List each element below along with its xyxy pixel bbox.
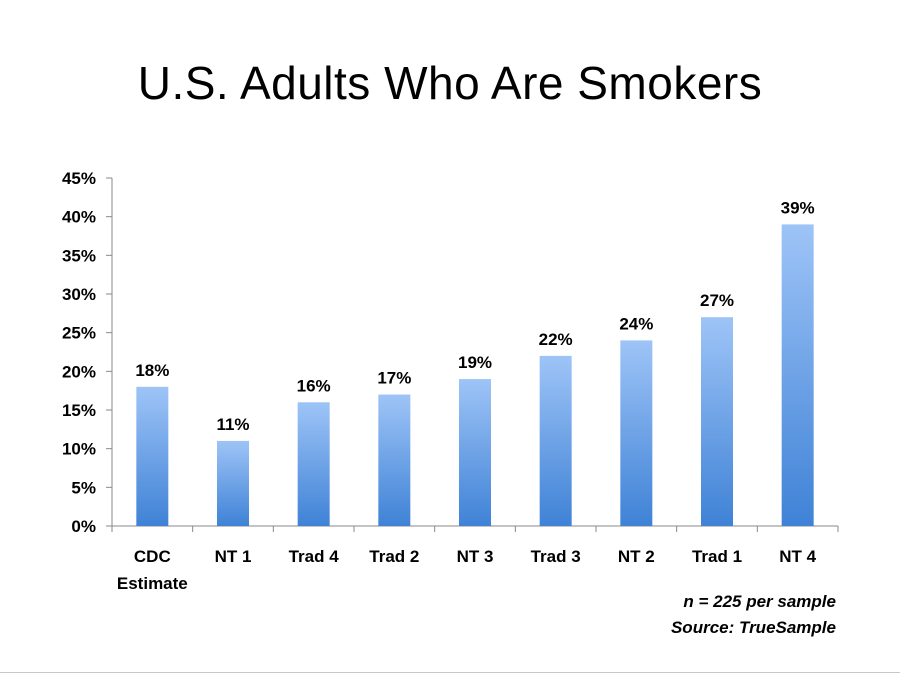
- y-axis: 0% 5% 10% 15% 20% 25% 30% 35% 40% 45%: [62, 169, 113, 536]
- x-category-label: Trad 1: [692, 547, 742, 566]
- x-category-label: NT 4: [779, 547, 816, 566]
- y-tick-label: 0%: [71, 517, 96, 536]
- y-tick-label: 15%: [62, 401, 96, 420]
- bars: [136, 224, 814, 526]
- y-tick-label: 40%: [62, 208, 96, 227]
- bar: [539, 355, 572, 526]
- x-axis: CDC Estimate NT 1 Trad 4 Trad 2 NT 3 Trad 3 NT …: [111, 525, 839, 593]
- bottom-rule: [0, 672, 900, 673]
- x-category-label: Trad 3: [531, 547, 581, 566]
- y-tick-label: 10%: [62, 440, 96, 459]
- bar-data-label: 39%: [781, 198, 815, 217]
- bar-data-label: 18%: [135, 361, 169, 380]
- x-category-label: NT 2: [618, 547, 655, 566]
- source-note: Source: TrueSample: [670, 618, 836, 637]
- x-category-label: Trad 4: [289, 547, 340, 566]
- x-category-label: Estimate: [117, 574, 188, 593]
- bar-data-label: 11%: [216, 415, 249, 434]
- bar: [781, 224, 814, 526]
- sample-size-note: n = 225 per sample: [683, 592, 836, 611]
- chart-title: U.S. Adults Who Are Smokers: [137, 57, 763, 109]
- bar: [701, 317, 733, 526]
- bar: [297, 402, 330, 526]
- y-tick-label: 45%: [62, 169, 96, 188]
- x-category-label: CDC: [134, 547, 171, 566]
- x-category-label: NT 3: [457, 547, 494, 566]
- y-tick-label: 25%: [62, 324, 96, 343]
- bar-data-label: 27%: [700, 291, 734, 310]
- bar-data-label: 16%: [297, 376, 331, 395]
- data-labels: 18% 11% 16% 17% 19% 22% 24% 27% 39%: [135, 198, 814, 434]
- y-tick-label: 35%: [62, 246, 96, 265]
- bar-data-label: 22%: [539, 330, 573, 349]
- y-tick-label: 30%: [62, 285, 96, 304]
- bar: [136, 386, 169, 526]
- bar-data-label: 24%: [619, 314, 653, 333]
- y-tick-label: 20%: [62, 362, 96, 381]
- bar: [378, 394, 411, 526]
- x-category-label: NT 1: [215, 547, 252, 566]
- bar: [217, 440, 249, 526]
- bar-data-label: 19%: [458, 353, 492, 372]
- bar: [459, 379, 491, 526]
- bar: [620, 340, 653, 526]
- y-tick-label: 5%: [71, 478, 96, 497]
- bar-data-label: 17%: [377, 369, 411, 388]
- x-category-label: Trad 2: [369, 547, 419, 566]
